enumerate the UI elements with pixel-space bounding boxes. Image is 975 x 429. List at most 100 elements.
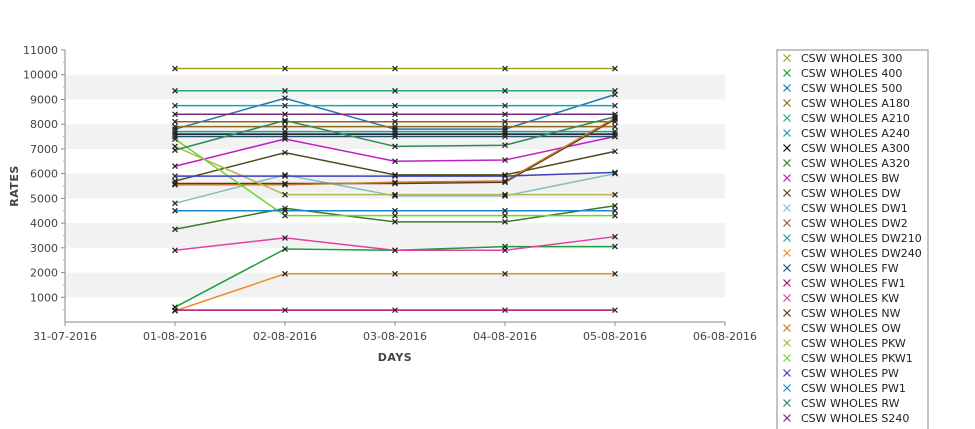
legend-item: CSW WHOLES A320: [783, 157, 910, 170]
legend-item: CSW WHOLES A210: [783, 112, 910, 125]
marker-stroke: [282, 246, 288, 252]
legend-label: CSW WHOLES DW240: [801, 247, 922, 260]
x-tick-label: 02-08-2016: [253, 330, 317, 343]
data-point: [392, 270, 398, 277]
data-point: [502, 126, 508, 133]
marker-stroke: [282, 205, 288, 212]
data-point: [502, 218, 508, 225]
data-point: [612, 113, 618, 120]
data-point: [392, 192, 398, 199]
y-tick-label: 11000: [23, 44, 58, 57]
data-point: [392, 207, 398, 214]
marker-stroke: [282, 235, 288, 241]
marker-stroke: [783, 234, 791, 242]
marker-stroke: [783, 324, 791, 332]
marker-stroke: [783, 384, 791, 392]
marker-stroke: [783, 279, 791, 287]
marker-stroke: [502, 173, 508, 180]
y-tick-label: 3000: [30, 242, 58, 255]
legend-box: [776, 49, 929, 429]
marker-stroke: [282, 95, 288, 102]
data-point: [612, 212, 618, 219]
marker-stroke: [392, 179, 398, 186]
y-axis-title: RATES: [8, 165, 21, 207]
legend-item: CSW WHOLES KW: [783, 292, 899, 305]
y-tick-label: 4000: [30, 217, 58, 230]
data-point: [502, 131, 508, 137]
marker-stroke: [502, 247, 508, 254]
legend-item: CSW WHOLES A180: [783, 97, 910, 110]
marker-stroke: [502, 157, 508, 163]
legend-label: CSW WHOLES RW: [801, 397, 900, 410]
data-point: [282, 270, 288, 277]
data-point: [172, 111, 178, 118]
marker-stroke: [392, 143, 398, 150]
legend-label: CSW WHOLES 300: [801, 52, 902, 65]
marker-stroke: [502, 191, 508, 198]
legend-label: CSW WHOLES NW: [801, 307, 901, 320]
data-point: [282, 65, 288, 72]
marker-stroke: [502, 126, 508, 133]
data-point: [612, 123, 618, 130]
marker-stroke: [392, 126, 398, 133]
data-point: [502, 142, 508, 149]
marker-stroke: [783, 399, 791, 407]
marker-stroke: [502, 179, 508, 186]
marker-stroke: [392, 133, 398, 140]
data-point: [502, 87, 508, 94]
data-point: [502, 179, 508, 186]
legend-item: CSW WHOLES 400: [783, 67, 902, 80]
legend-marker: [783, 279, 791, 287]
marker-stroke: [612, 128, 618, 135]
legend-marker: [783, 84, 791, 92]
legend-item: CSW WHOLES DW2: [783, 217, 908, 230]
marker-stroke: [392, 191, 398, 198]
marker-stroke: [502, 133, 508, 140]
data-point: [172, 163, 178, 170]
marker-stroke: [612, 65, 618, 72]
marker-stroke: [783, 84, 791, 92]
data-point: [502, 212, 508, 219]
marker-stroke: [282, 307, 288, 314]
marker-stroke: [783, 99, 791, 107]
marker-stroke: [172, 307, 178, 314]
marker-stroke: [502, 118, 508, 125]
marker-stroke: [612, 123, 618, 130]
marker-stroke: [502, 207, 508, 214]
legend-marker: [783, 234, 791, 242]
marker-stroke: [502, 128, 508, 135]
marker-stroke: [172, 118, 178, 125]
data-point: [172, 87, 178, 94]
marker-stroke: [502, 307, 508, 314]
marker-stroke: [612, 113, 618, 120]
data-point: [612, 131, 618, 137]
y-tick-label: 6000: [30, 168, 58, 181]
data-point: [172, 136, 178, 142]
marker-stroke: [172, 247, 178, 254]
legend-marker: [783, 324, 791, 332]
data-point: [612, 169, 618, 176]
legend-marker: [783, 399, 791, 407]
data-point: [172, 173, 178, 180]
data-point: [172, 181, 178, 188]
data-point: [612, 116, 618, 123]
data-point: [172, 180, 178, 187]
legend-item: CSW WHOLES PW: [783, 367, 899, 380]
legend-marker: [783, 69, 791, 77]
marker-stroke: [783, 144, 791, 152]
marker-stroke: [502, 65, 508, 72]
marker-stroke: [172, 126, 178, 133]
data-point: [392, 191, 398, 198]
marker-stroke: [172, 207, 178, 214]
x-axis-title: DAYS: [378, 351, 412, 364]
legend-item: CSW WHOLES FW1: [783, 277, 906, 290]
legend-label: CSW WHOLES DW1: [801, 202, 908, 215]
marker-stroke: [392, 212, 398, 219]
data-point: [172, 128, 178, 135]
marker-stroke: [172, 131, 178, 137]
grid-band: [65, 272, 725, 298]
marker-stroke: [612, 102, 618, 109]
marker-stroke: [282, 207, 288, 214]
data-point: [392, 247, 398, 254]
y-tick-label: 10000: [23, 69, 58, 82]
